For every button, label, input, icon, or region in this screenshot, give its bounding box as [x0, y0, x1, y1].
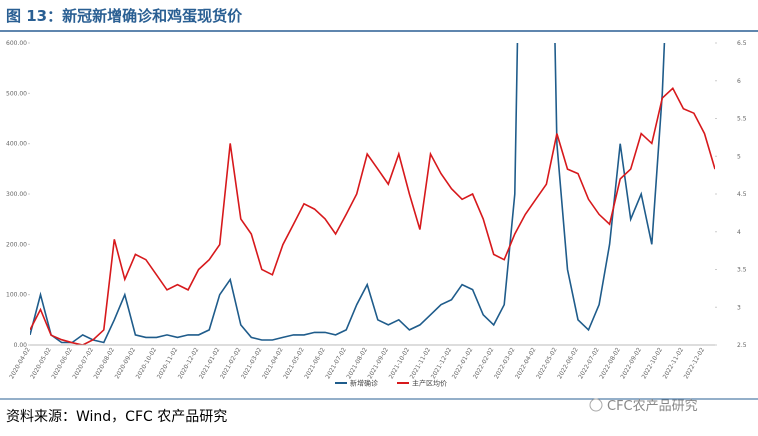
- x-tick-label: 2022-12-02: [683, 346, 707, 380]
- x-tick-label: 2022-08-02: [598, 346, 622, 380]
- x-tick-label: 2020-10-02: [135, 346, 159, 380]
- y2-tick-label: 3: [737, 304, 741, 311]
- x-tick-label: 2020-04-02: [8, 346, 32, 380]
- source: 资料来源：Wind，CFC 农产品研究: [6, 409, 227, 425]
- legend-label: 主产区均价: [412, 379, 447, 388]
- y-tick-label: 300.00: [6, 191, 27, 198]
- x-tick-label: 2021-03-02: [240, 346, 264, 380]
- watermark: CFC农产品研究: [607, 399, 698, 414]
- x-tick-label: 2021-07-02: [324, 346, 348, 380]
- watermark-icon: [589, 398, 603, 412]
- y2-tick-label: 5.5: [737, 116, 747, 123]
- x-tick-label: 2020-07-02: [71, 346, 95, 380]
- y2-tick-label: 6: [737, 78, 741, 85]
- y2-tick-label: 3.5: [737, 267, 747, 274]
- x-tick-label: 2021-04-02: [261, 346, 285, 380]
- x-tick-label: 2020-11-02: [156, 346, 180, 380]
- x-tick-label: 2021-01-02: [198, 346, 222, 380]
- x-tick-label: 2020-12-02: [177, 346, 201, 380]
- y-tick-label: 100.00: [6, 292, 27, 299]
- y-tick-label: 500.00: [6, 90, 27, 97]
- y-tick-label: 0.00: [14, 342, 28, 349]
- x-tick-label: 2020-05-02: [29, 346, 53, 380]
- chart-title: 图 13：新冠新增确诊和鸡蛋现货价: [6, 7, 243, 25]
- x-tick-label: 2022-01-02: [451, 346, 475, 380]
- x-tick-label: 2020-08-02: [93, 346, 117, 380]
- x-tick-label: 2020-06-02: [50, 346, 74, 380]
- x-tick-label: 2020-09-02: [114, 346, 138, 380]
- y-tick-label: 200.00: [6, 241, 27, 248]
- x-tick-label: 2022-06-02: [556, 346, 580, 380]
- x-tick-label: 2022-05-02: [535, 346, 559, 380]
- x-tick-label: 2021-05-02: [282, 346, 306, 380]
- x-tick-label: 2022-11-02: [662, 346, 686, 380]
- x-tick-label: 2021-09-02: [367, 346, 391, 380]
- y2-tick-label: 4: [737, 229, 741, 236]
- x-tick-label: 2021-10-02: [388, 346, 412, 380]
- series-line: [30, 86, 715, 345]
- x-tick-label: 2022-03-02: [493, 346, 517, 380]
- x-tick-label: 2022-10-02: [641, 346, 665, 380]
- y-tick-label: 400.00: [6, 141, 27, 148]
- x-tick-label: 2021-08-02: [345, 346, 369, 380]
- x-tick-label: 2021-11-02: [409, 346, 433, 380]
- y2-tick-label: 2.5: [737, 342, 747, 349]
- y-tick-label: 600.00: [6, 40, 27, 47]
- legend-label: 新增确诊: [350, 379, 378, 388]
- x-tick-label: 2021-06-02: [303, 346, 327, 380]
- x-tick-label: 2022-04-02: [514, 346, 538, 380]
- plot-area: [30, 43, 715, 345]
- x-tick-label: 2022-07-02: [577, 346, 601, 380]
- y2-tick-label: 6.5: [737, 40, 747, 47]
- series-line: [30, 43, 666, 344]
- y2-tick-label: 5: [737, 153, 741, 160]
- y2-tick-label: 4.5: [737, 191, 747, 198]
- x-tick-label: 2021-02-02: [219, 346, 243, 380]
- x-tick-label: 2021-12-02: [430, 346, 454, 380]
- x-tick-label: 2022-09-02: [619, 346, 643, 380]
- x-tick-label: 2022-02-02: [472, 346, 496, 380]
